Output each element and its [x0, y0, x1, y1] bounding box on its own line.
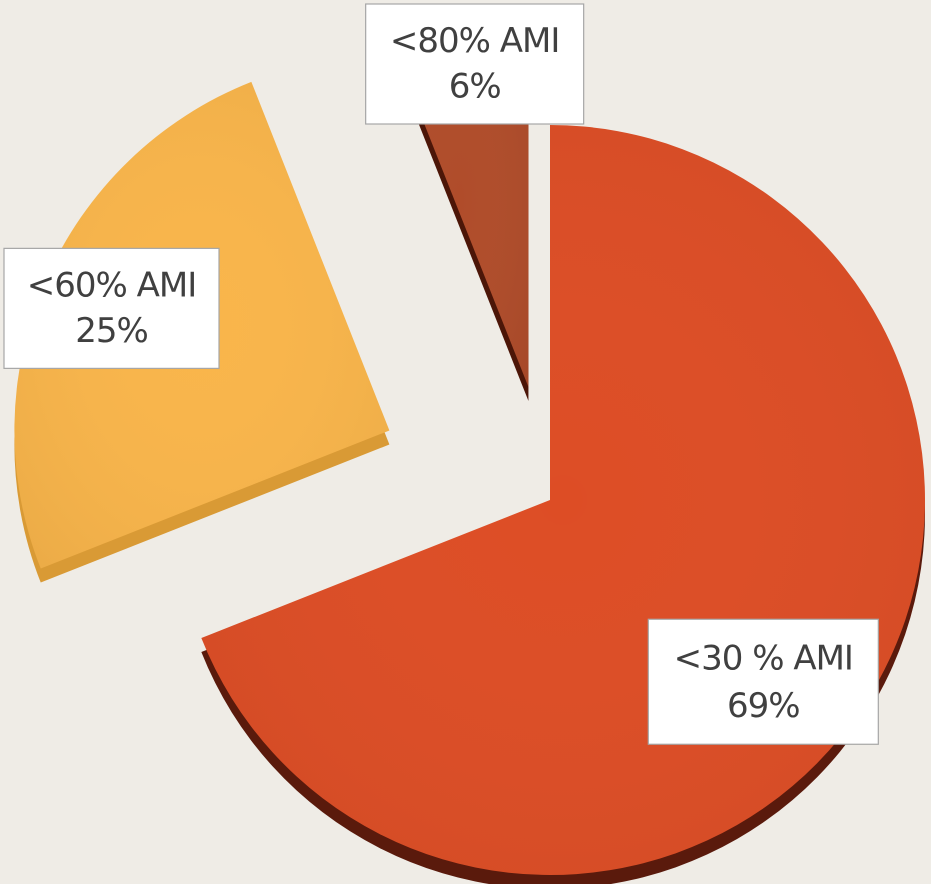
data-label-category-3: <80% AMI [390, 21, 560, 61]
data-label-value-2: 25% [75, 311, 148, 351]
data-label-category-2: <60% AMI [27, 265, 197, 305]
data-label-box-3 [365, 3, 585, 125]
data-label-category-1: <30 % AMI [674, 638, 853, 678]
data-label-value-1: 69% [727, 686, 800, 726]
data-label-box-1 [647, 618, 879, 745]
data-label-value-3: 6% [449, 67, 501, 107]
data-label-box-2 [3, 247, 220, 369]
